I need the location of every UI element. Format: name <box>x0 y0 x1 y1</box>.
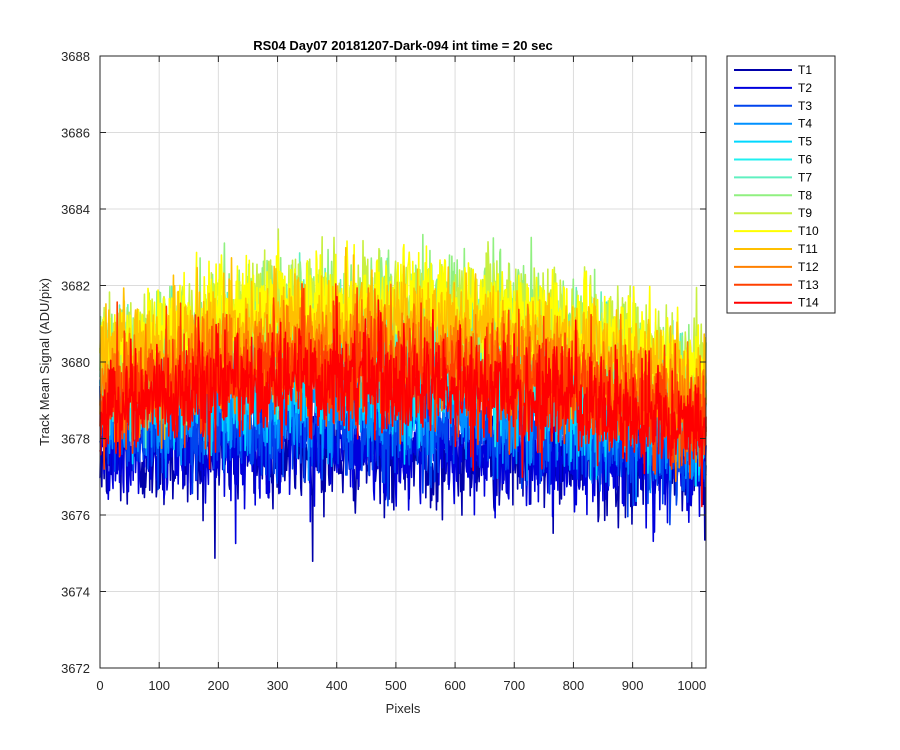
x-tick-label: 200 <box>208 678 230 693</box>
x-tick-label: 100 <box>148 678 170 693</box>
y-tick-label: 3684 <box>61 202 90 217</box>
chart-title: RS04 Day07 20181207-Dark-094 int time = … <box>253 38 553 53</box>
legend-item-t13: T13 <box>734 278 819 292</box>
legend-label: T5 <box>798 135 812 149</box>
legend-item-t4: T4 <box>734 117 812 131</box>
legend-item-t1: T1 <box>734 63 812 77</box>
y-axis-title: Track Mean Signal (ADU/pix) <box>37 278 52 446</box>
y-tick-label: 3672 <box>61 661 90 676</box>
legend-item-t12: T12 <box>734 260 819 274</box>
x-tick-label: 300 <box>267 678 289 693</box>
x-tick-label: 700 <box>503 678 525 693</box>
legend-label: T3 <box>798 99 812 113</box>
legend-item-t2: T2 <box>734 81 812 95</box>
legend-item-t11: T11 <box>734 242 818 256</box>
legend-item-t9: T9 <box>734 206 812 220</box>
legend-item-t7: T7 <box>734 170 812 184</box>
x-tick-label: 800 <box>563 678 585 693</box>
legend-item-t3: T3 <box>734 99 812 113</box>
legend-item-t8: T8 <box>734 188 812 202</box>
legend-label: T12 <box>798 260 819 274</box>
legend: T1 T2 T3 T4 T5 T6 T7 T8 T9 T10 T11 T12 T13 T14 <box>726 55 836 314</box>
y-tick-label: 3688 <box>61 49 90 64</box>
y-tick-label: 3678 <box>61 432 90 447</box>
y-tick-label: 3682 <box>61 279 90 294</box>
legend-label: T9 <box>798 206 812 220</box>
x-axis-title: Pixels <box>386 701 421 716</box>
y-tick-label: 3674 <box>61 585 90 600</box>
legend-label: T8 <box>798 188 812 202</box>
legend-label: T10 <box>798 224 819 238</box>
legend-label: T4 <box>798 117 812 131</box>
legend-label: T6 <box>798 153 812 167</box>
legend-label: T14 <box>798 296 819 310</box>
y-tick-label: 3686 <box>61 126 90 141</box>
legend-items: T1 T2 T3 T4 T5 T6 T7 T8 T9 T10 T11 T12 T13 T14 <box>734 63 819 310</box>
series-line-t14 <box>99 295 707 508</box>
legend-item-t10: T10 <box>734 224 819 238</box>
legend-item-t14: T14 <box>734 296 819 310</box>
legend-label: T2 <box>798 81 812 95</box>
legend-box <box>726 55 836 314</box>
legend-item-t5: T5 <box>734 135 812 149</box>
ticks-layer: 0 100 200 300 400 500 600 700 800 900 1000 3672 3674… <box>61 49 706 693</box>
y-tick-label: 3680 <box>61 355 90 370</box>
x-tick-label: 600 <box>444 678 466 693</box>
x-tick-label: 0 <box>96 678 103 693</box>
x-tick-label: 400 <box>326 678 348 693</box>
x-tick-label: 1000 <box>677 678 706 693</box>
legend-item-t6: T6 <box>734 153 812 167</box>
x-tick-label: 500 <box>385 678 407 693</box>
legend-label: T13 <box>798 278 819 292</box>
legend-label: T1 <box>798 63 812 77</box>
legend-label: T7 <box>798 170 812 184</box>
legend-label: T11 <box>798 242 818 256</box>
x-tick-label: 900 <box>622 678 644 693</box>
series-layer <box>99 228 707 563</box>
y-tick-label: 3676 <box>61 508 90 523</box>
